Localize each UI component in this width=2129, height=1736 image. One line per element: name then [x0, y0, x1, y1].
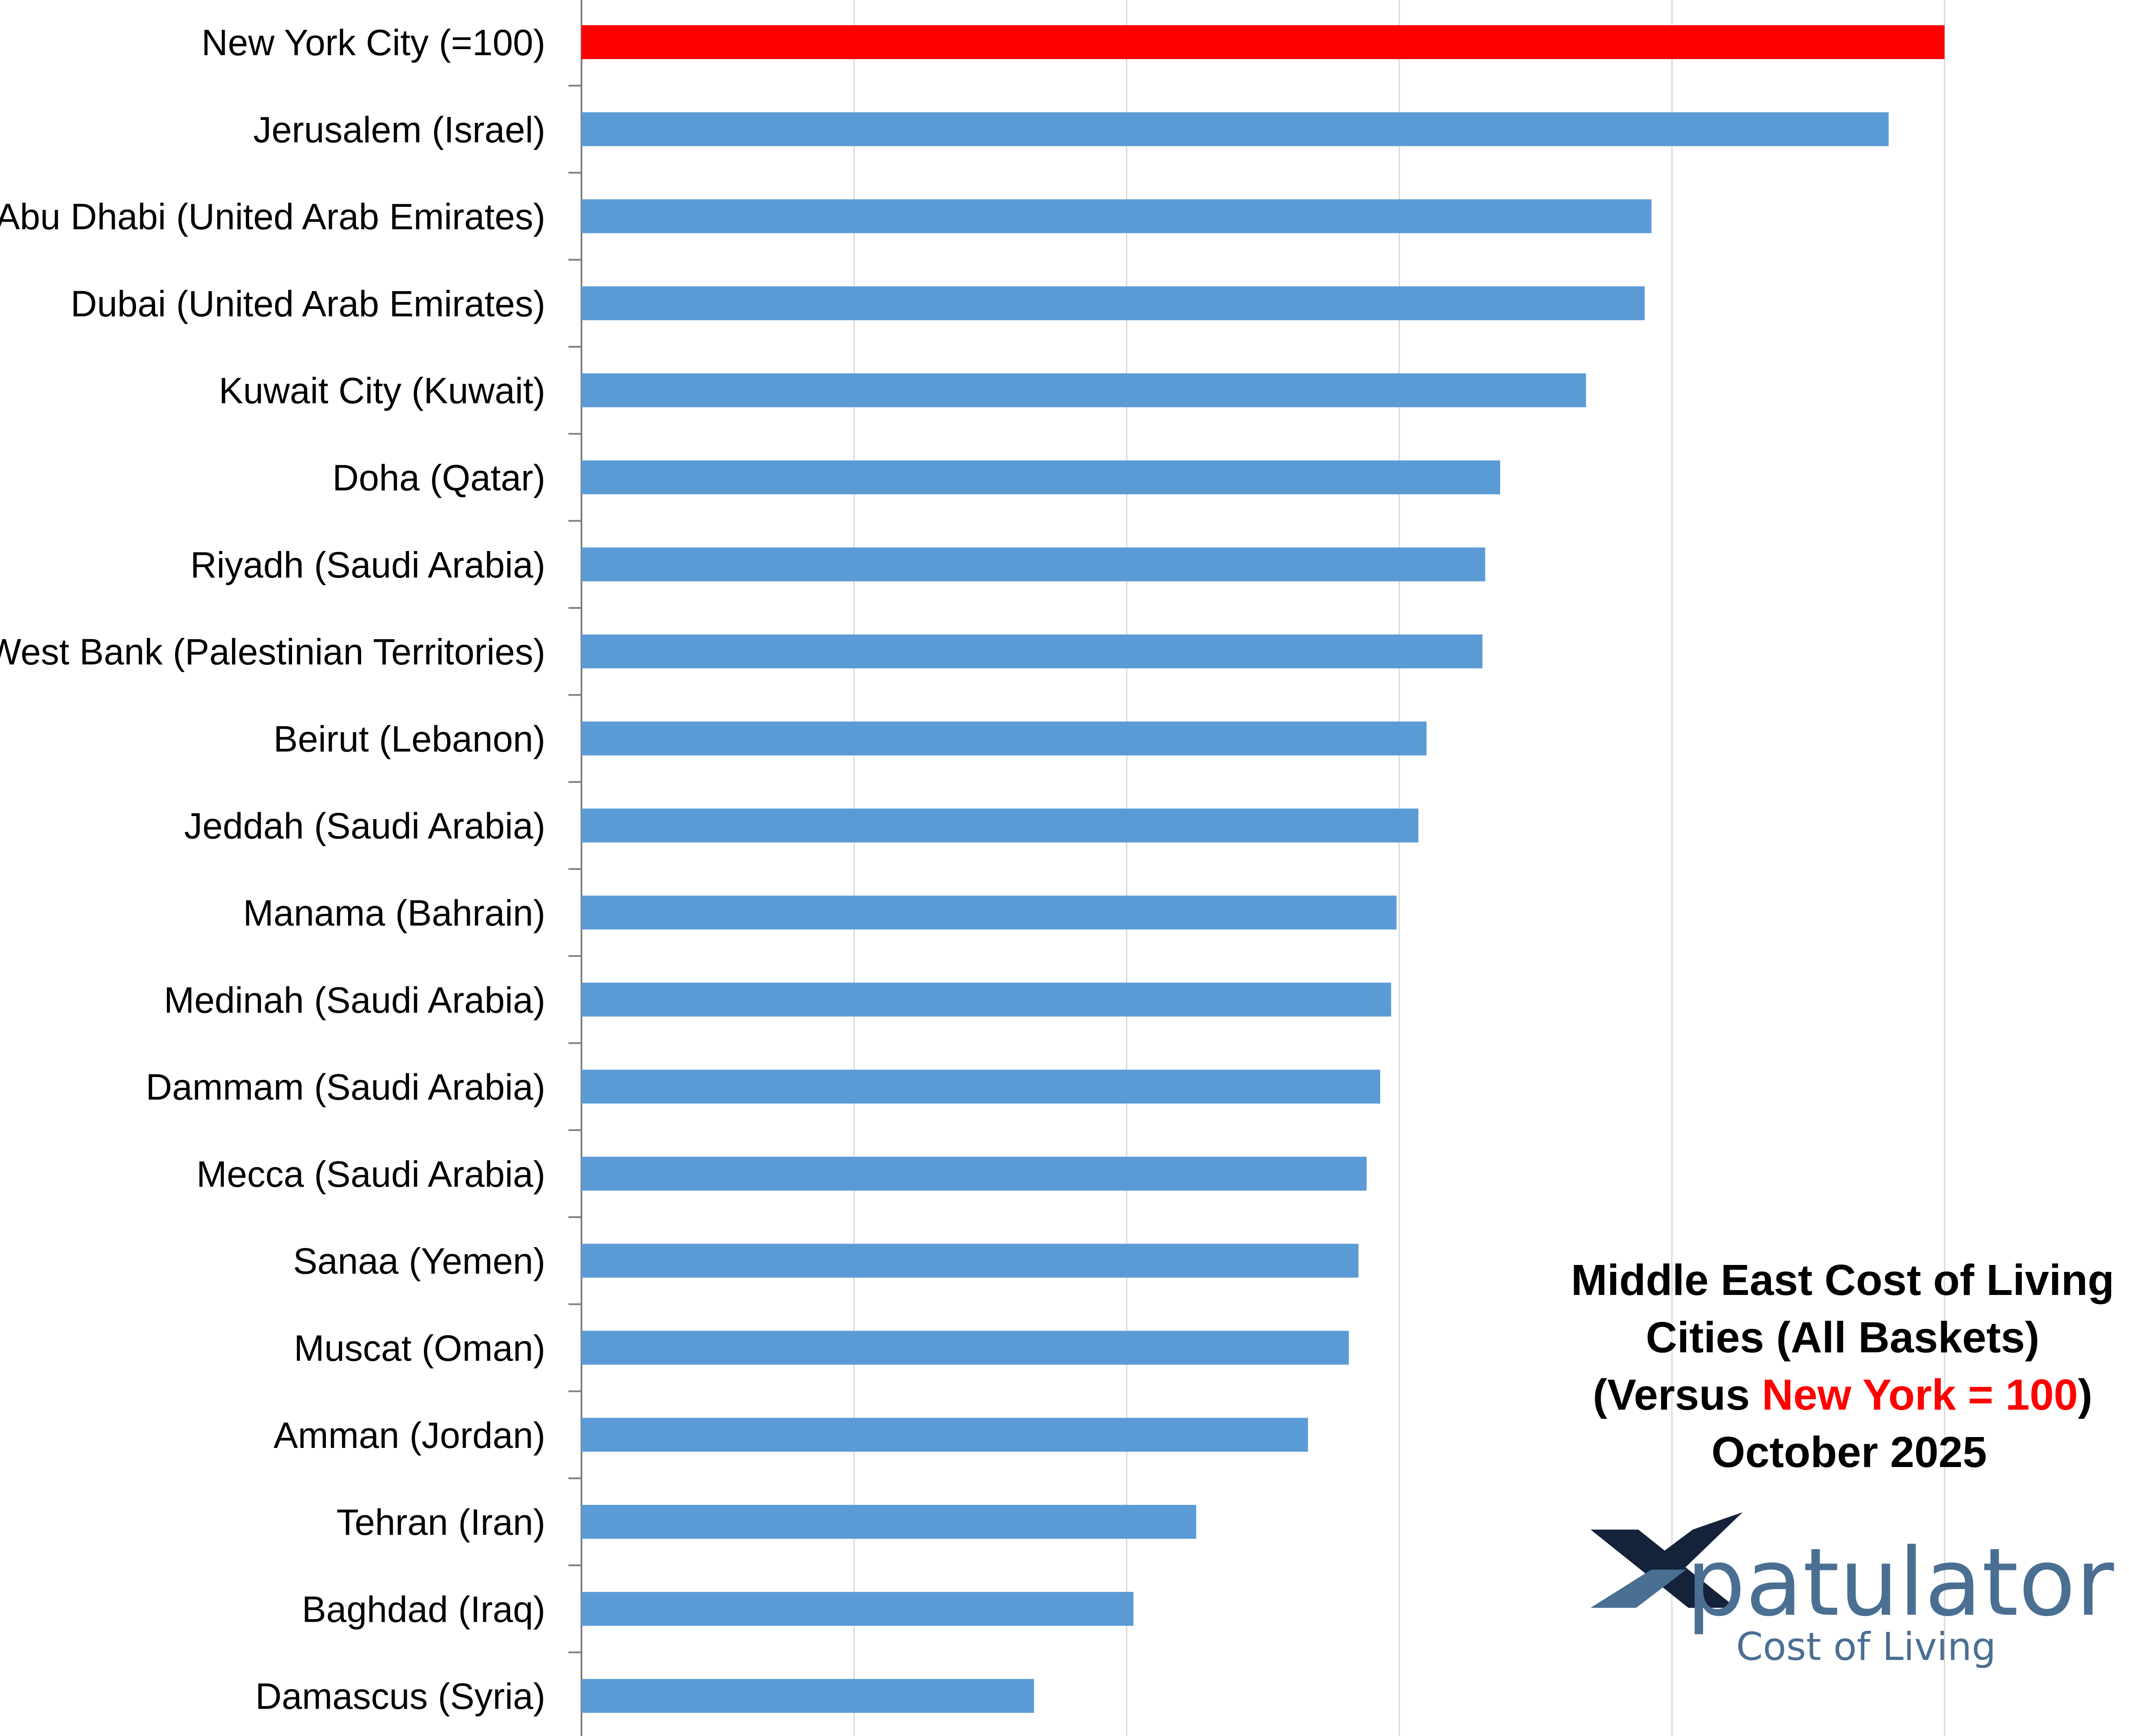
bar	[581, 25, 1945, 59]
category-label: Riyadh (Saudi Arabia)	[190, 544, 545, 585]
category-label: Beirut (Lebanon)	[273, 718, 545, 759]
category-label: Mecca (Saudi Arabia)	[196, 1154, 545, 1195]
bar	[581, 721, 1427, 756]
bar	[581, 1331, 1349, 1365]
bar	[581, 1244, 1358, 1278]
category-label: New York City (=100)	[202, 22, 545, 63]
category-label: Jerusalem (Israel)	[253, 109, 545, 150]
y-axis-ticks	[568, 85, 581, 1653]
bars	[581, 25, 1945, 1713]
bar	[581, 1592, 1134, 1626]
category-label: Jeddah (Saudi Arabia)	[184, 806, 545, 846]
title-line-4: October 2025	[1711, 1428, 1987, 1477]
bar	[581, 460, 1501, 495]
bar	[581, 1417, 1308, 1452]
bar	[581, 983, 1392, 1017]
bar	[581, 896, 1397, 929]
category-label: Abu Dhabi (United Arab Emirates)	[0, 196, 545, 237]
bar	[581, 199, 1652, 233]
logo-wordmark: patulator	[1686, 1528, 2114, 1637]
title-line-3-highlight: New York = 100	[1762, 1371, 2078, 1419]
category-label: Dammam (Saudi Arabia)	[146, 1067, 545, 1108]
category-label: West Bank (Palestinian Territories)	[0, 631, 545, 672]
category-label: Dubai (United Arab Emirates)	[71, 283, 545, 324]
bar	[581, 373, 1586, 408]
category-label: Baghdad (Iraq)	[302, 1589, 545, 1630]
xpatulator-logo: patulator Cost of Living	[1591, 1512, 2114, 1669]
bar	[581, 808, 1418, 843]
category-label: Sanaa (Yemen)	[293, 1241, 545, 1281]
category-label: Amman (Jordan)	[273, 1415, 545, 1456]
title-line-3-prefix: (Versus	[1593, 1371, 1762, 1419]
category-label: Kuwait City (Kuwait)	[219, 370, 545, 411]
chart-title: Middle East Cost of Living Cities (All B…	[1571, 1256, 2114, 1477]
category-label: Tehran (Iran)	[336, 1502, 545, 1543]
category-labels: New York City (=100) Jerusalem (Israel) Ab…	[0, 22, 545, 1717]
title-line-3: (Versus New York = 100)	[1593, 1371, 2092, 1419]
bar	[581, 1679, 1034, 1713]
category-label: Manama (Bahrain)	[243, 893, 545, 933]
bar	[581, 1156, 1367, 1191]
category-label: Doha (Qatar)	[332, 458, 545, 498]
category-label: Medinah (Saudi Arabia)	[164, 979, 545, 1020]
category-label: Muscat (Oman)	[294, 1328, 545, 1369]
logo-tagline: Cost of Living	[1736, 1624, 1996, 1669]
bar	[581, 1505, 1196, 1539]
logo-x-mark	[1591, 1512, 1743, 1608]
category-label: Damascus (Syria)	[256, 1676, 545, 1717]
title-line-3-suffix: )	[2078, 1371, 2092, 1419]
title-line-2: Cities (All Baskets)	[1646, 1313, 2039, 1362]
bar	[581, 286, 1645, 320]
title-line-1: Middle East Cost of Living	[1571, 1256, 2114, 1304]
bar	[581, 634, 1483, 669]
bar	[581, 547, 1485, 581]
bar	[581, 112, 1889, 146]
bar	[581, 1069, 1381, 1104]
